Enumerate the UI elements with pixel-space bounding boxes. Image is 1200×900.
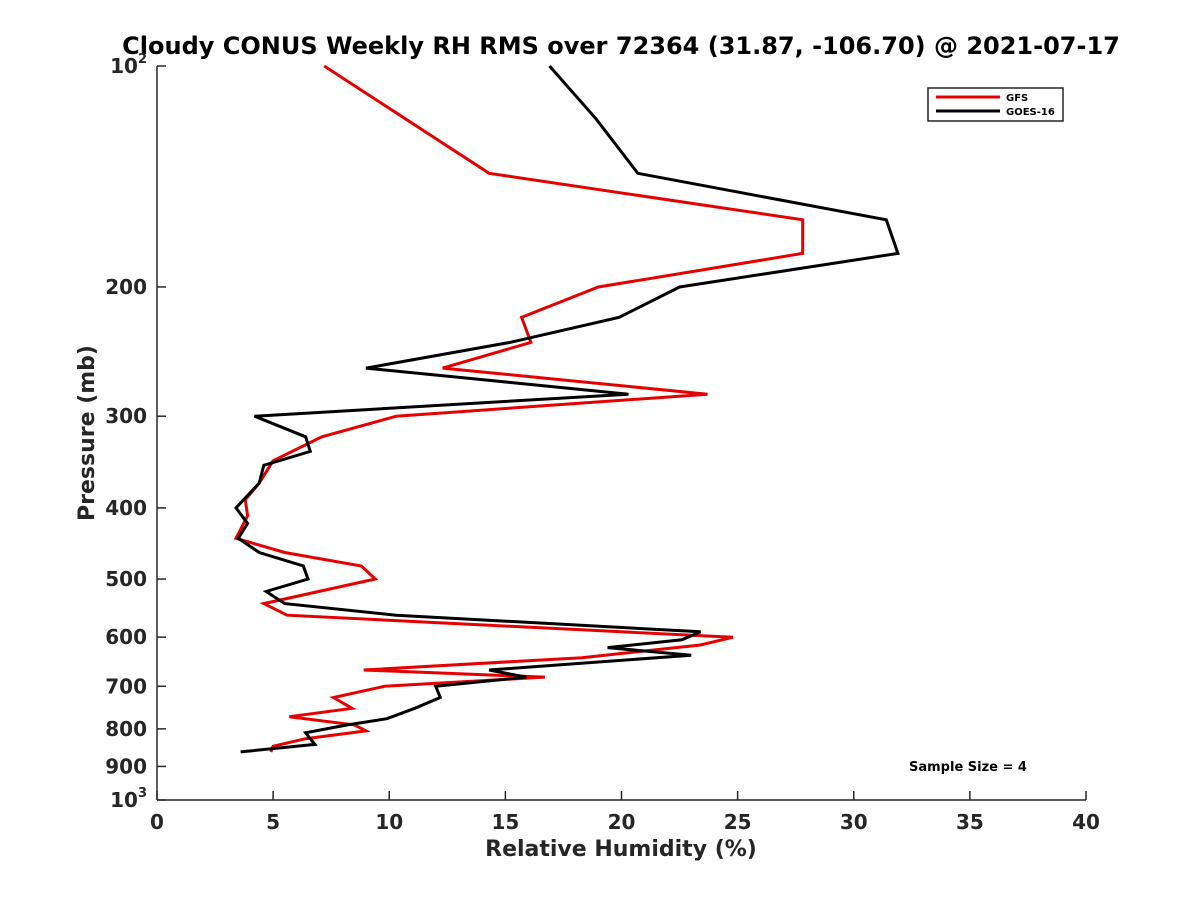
y-tick-label: 800 xyxy=(105,717,147,741)
y-tick-label: 700 xyxy=(105,674,147,698)
x-tick-label: 40 xyxy=(1072,810,1100,834)
legend-label: GOES-16 xyxy=(1006,107,1055,118)
x-tick-label: 35 xyxy=(956,810,984,834)
y-tick-label: 500 xyxy=(105,567,147,591)
x-tick-label: 20 xyxy=(608,810,636,834)
legend-box xyxy=(927,87,1064,122)
y-axis-label: Pressure (mb) xyxy=(75,345,100,521)
y-tick-label: 300 xyxy=(105,404,147,428)
sample-size-annotation: Sample Size = 4 xyxy=(909,760,1027,775)
y-tick-label: 900 xyxy=(105,754,147,778)
y-tick-label: 200 xyxy=(105,275,147,299)
x-axis-label: Relative Humidity (%) xyxy=(485,837,757,862)
x-tick-label: 0 xyxy=(150,810,164,834)
x-tick-label: 25 xyxy=(724,810,752,834)
y-tick-label: 600 xyxy=(105,625,147,649)
legend: GFS GOES-16 xyxy=(927,87,1064,122)
y-tick-label: 400 xyxy=(105,496,147,520)
y-tick-label: 103 xyxy=(110,786,147,812)
series-layer xyxy=(233,64,900,754)
series-line-goes-16 xyxy=(234,65,900,754)
x-tick-label: 10 xyxy=(375,810,403,834)
chart-title: Cloudy CONUS Weekly RH RMS over 72364 (3… xyxy=(122,32,1120,60)
x-tick-label: 15 xyxy=(491,810,519,834)
axes: 0 5 10 15 20 25 30 35 40 102 200 300 400 500 600 700 800… xyxy=(105,52,1100,834)
legend-label: GFS xyxy=(1006,93,1028,104)
x-tick-label: 5 xyxy=(266,810,280,834)
x-tick-label: 30 xyxy=(840,810,868,834)
y-tick-label: 102 xyxy=(110,52,147,78)
